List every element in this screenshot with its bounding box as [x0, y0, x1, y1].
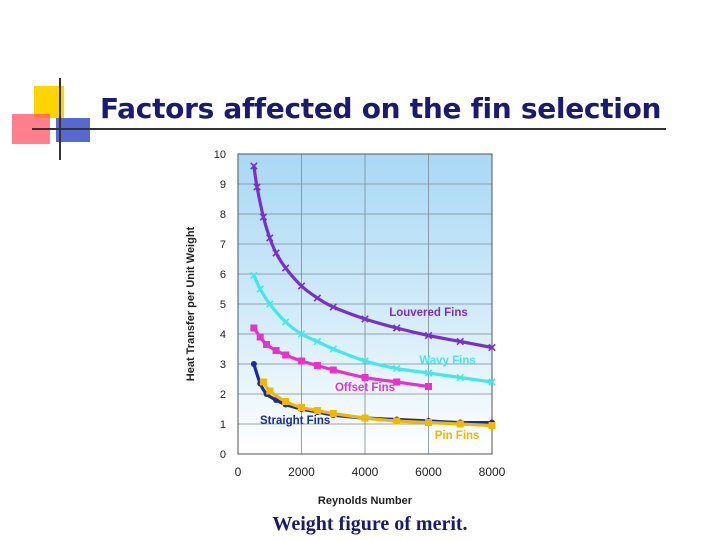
- series-pin-fins: [259, 378, 496, 429]
- decor-vertical-line: [59, 78, 61, 160]
- y-tick-label: 7: [220, 239, 226, 251]
- data-point: [253, 183, 261, 191]
- data-point: [424, 369, 433, 377]
- y-tick-label: 4: [220, 329, 226, 341]
- data-point: [456, 337, 465, 346]
- y-tick-label: 8: [220, 209, 226, 221]
- data-point: [313, 362, 321, 369]
- x-axis-label: Reynolds Number: [318, 495, 413, 507]
- series-layer: [250, 162, 496, 429]
- data-point: [313, 294, 322, 302]
- decor-blue-square: [56, 118, 90, 142]
- y-tick-label: 1: [220, 419, 226, 431]
- data-point: [281, 264, 290, 272]
- data-point: [298, 404, 305, 411]
- data-point: [265, 300, 274, 308]
- slide-title: Factors affected on the fin selection: [100, 92, 662, 125]
- data-point: [265, 234, 274, 242]
- y-axis-label: Heat Transfer per Unit Weight: [185, 226, 197, 381]
- data-point: [329, 410, 337, 417]
- data-point: [281, 318, 290, 326]
- y-tick-label: 0: [220, 449, 226, 461]
- data-point: [282, 398, 290, 405]
- data-point: [297, 330, 306, 338]
- data-point: [329, 366, 337, 374]
- data-point: [272, 347, 280, 354]
- data-point: [298, 357, 305, 365]
- data-point: [393, 417, 401, 425]
- y-tick-label: 2: [220, 389, 226, 401]
- tick-labels: 0 1 2 3 4 5 6 7 8 9 10 0 2000 4000 6000 8000: [214, 149, 506, 479]
- data-point: [282, 351, 290, 359]
- y-tick-label: 10: [214, 149, 226, 161]
- data-point: [424, 331, 433, 340]
- data-point: [329, 303, 338, 311]
- data-point: [361, 357, 369, 365]
- x-tick-label: 0: [235, 465, 242, 479]
- y-tick-label: 3: [220, 359, 226, 371]
- series-offset-fins: [250, 324, 432, 390]
- data-point: [425, 419, 432, 426]
- data-point: [425, 383, 432, 390]
- data-point: [456, 420, 464, 428]
- data-point: [456, 373, 465, 382]
- data-point: [297, 282, 306, 290]
- data-point: [361, 414, 369, 422]
- data-point: [272, 249, 280, 257]
- data-point: [393, 378, 401, 386]
- data-point: [250, 162, 258, 170]
- series-louvered-fins: [250, 162, 496, 352]
- data-point: [392, 324, 401, 332]
- data-point: [259, 378, 267, 386]
- data-point: [361, 374, 369, 381]
- series-label: Pin Fins: [435, 430, 480, 442]
- data-point: [250, 271, 258, 280]
- data-point: [313, 337, 322, 346]
- data-point: [259, 213, 268, 221]
- data-point: [329, 345, 338, 353]
- data-point: [488, 378, 496, 386]
- data-point: [313, 407, 321, 414]
- data-point: [266, 387, 274, 395]
- y-tick-label: 5: [220, 299, 226, 311]
- x-tick-label: 8000: [479, 465, 506, 479]
- x-tick-label: 6000: [415, 465, 442, 479]
- data-point: [488, 343, 496, 352]
- data-point: [392, 364, 401, 373]
- data-point: [488, 422, 496, 429]
- title-underline: [32, 128, 666, 130]
- series-wavy-fins: [250, 271, 496, 386]
- series-label: Straight Fins: [260, 415, 330, 427]
- series-label: Louvered Fins: [389, 307, 468, 319]
- x-tick-label: 4000: [352, 465, 379, 479]
- data-point: [256, 333, 264, 341]
- series-line: [252, 164, 494, 350]
- data-point: [256, 285, 264, 293]
- y-tick-label: 9: [220, 179, 226, 191]
- series-label: Wavy Fins: [419, 355, 475, 367]
- series-label: Offset Fins: [335, 382, 395, 394]
- series-labels: Louvered Fins Wavy Fins Offset Fins Straigh…: [260, 307, 479, 442]
- x-tick-label: 2000: [288, 465, 315, 479]
- line-chart: 0 1 2 3 4 5 6 7 8 9 10 0 2000 4000 6000 8000 Louvered F…: [185, 149, 506, 507]
- chart-caption: Weight figure of merit.: [272, 513, 468, 535]
- data-point: [250, 361, 257, 367]
- data-point: [263, 341, 271, 348]
- data-point: [361, 315, 369, 323]
- y-tick-label: 6: [220, 269, 226, 281]
- data-point: [250, 324, 258, 332]
- plot-border: [237, 153, 493, 455]
